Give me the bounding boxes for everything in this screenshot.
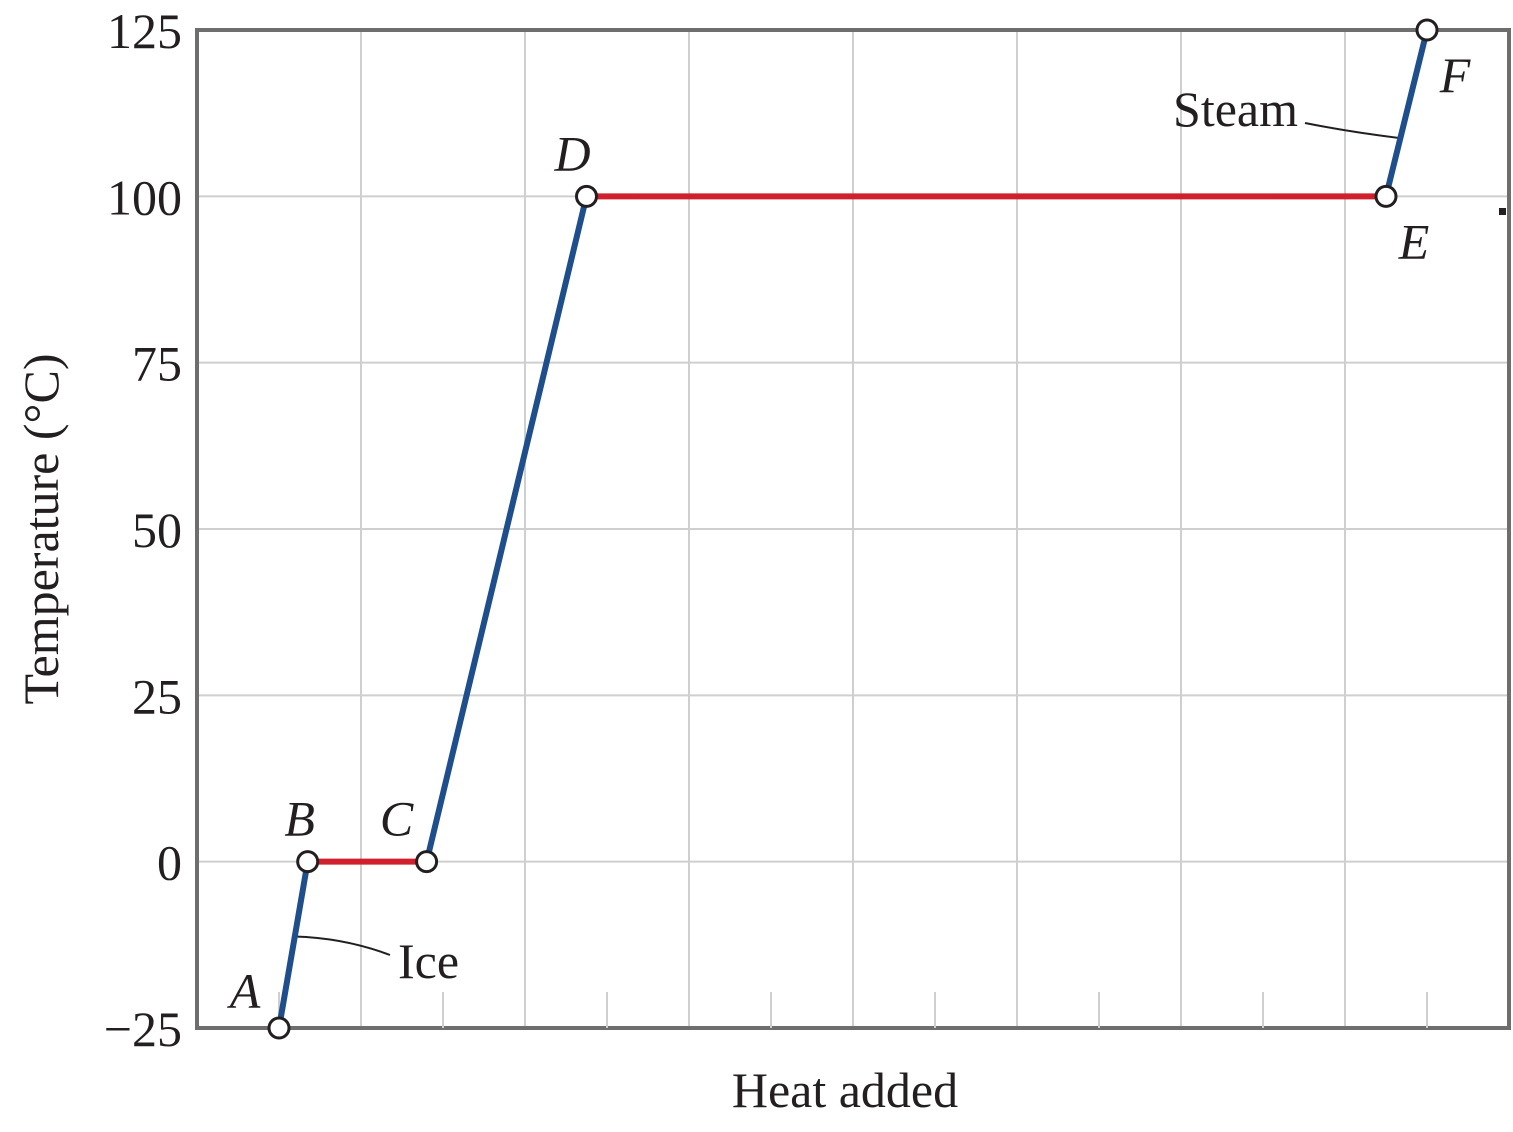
y-axis-tick-labels: −25 0 25 50 75 100 125 xyxy=(104,3,182,1057)
y-tick-label: −25 xyxy=(104,1001,182,1057)
y-tick-label: 75 xyxy=(132,336,182,392)
point-label-f: F xyxy=(1439,47,1471,103)
point-label-e: E xyxy=(1398,213,1430,269)
y-tick-label: 125 xyxy=(107,3,182,59)
point-marker-d xyxy=(575,184,598,208)
curve-point-labels: A B C D E F xyxy=(227,47,1471,1019)
segment-c-d xyxy=(423,193,590,865)
point-marker-f xyxy=(1415,18,1439,42)
point-label-a: A xyxy=(227,963,261,1019)
annotation-leader-lines xyxy=(294,122,1401,956)
plot-frame xyxy=(195,28,1511,1030)
curve-point-markers xyxy=(267,18,1439,1040)
point-label-c: C xyxy=(380,791,414,847)
annotation-steam: Steam xyxy=(1173,81,1298,137)
segment-a-b xyxy=(276,858,311,1031)
point-marker-b xyxy=(296,850,320,874)
ice-leader-line xyxy=(294,935,391,956)
segment-e-f xyxy=(1383,27,1430,200)
curve-segments xyxy=(276,27,1430,1031)
y-tick-label: 50 xyxy=(132,502,182,558)
edge-mark xyxy=(1499,208,1506,215)
y-tick-label: 25 xyxy=(132,668,182,724)
x-axis-ticks xyxy=(278,992,1428,1028)
curve-annotations: Ice Steam xyxy=(398,81,1298,989)
y-tick-label: 0 xyxy=(157,835,182,891)
grid-lines xyxy=(197,30,1509,1028)
steam-leader-line xyxy=(1304,122,1401,140)
x-axis-title: Heat added xyxy=(732,1062,958,1118)
point-marker-c xyxy=(415,850,439,874)
point-marker-e xyxy=(1374,184,1398,208)
annotation-ice: Ice xyxy=(398,933,459,989)
point-label-b: B xyxy=(284,791,315,847)
point-label-d: D xyxy=(553,125,590,181)
y-tick-label: 100 xyxy=(107,169,182,225)
point-marker-a xyxy=(267,1016,291,1040)
y-axis-title: Temperature (°C) xyxy=(13,353,69,704)
